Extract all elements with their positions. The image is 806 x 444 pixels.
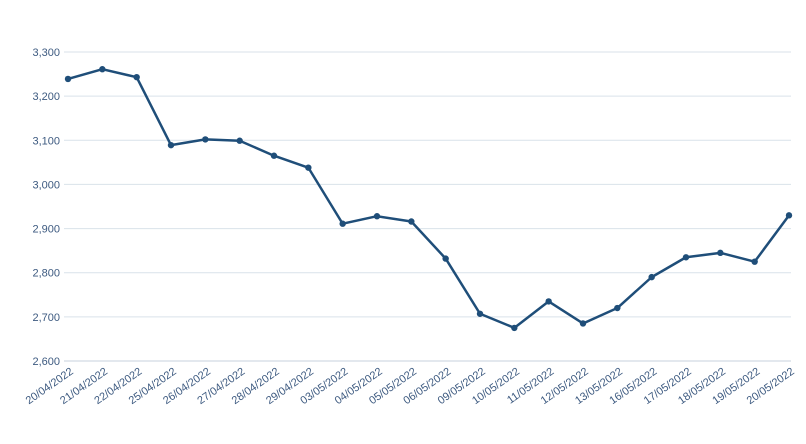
data-point xyxy=(373,213,381,220)
y-tick-label: 2,700 xyxy=(32,312,60,324)
data-point xyxy=(99,66,106,73)
data-point xyxy=(751,258,758,265)
series-group xyxy=(64,66,793,332)
data-point xyxy=(64,75,72,83)
y-tick-label: 2,800 xyxy=(32,268,60,280)
data-point xyxy=(442,255,449,262)
data-point xyxy=(305,164,312,171)
data-point xyxy=(682,254,690,261)
data-point xyxy=(167,141,175,149)
data-point xyxy=(133,73,140,81)
data-point xyxy=(408,218,415,225)
data-point xyxy=(339,220,346,227)
data-point xyxy=(202,136,209,143)
data-point xyxy=(545,298,552,305)
gridlines xyxy=(64,51,791,318)
y-tick-label: 3,000 xyxy=(32,179,60,191)
y-tick-label: 3,200 xyxy=(32,91,60,103)
data-point xyxy=(270,152,278,159)
data-point xyxy=(648,273,655,281)
x-axis-ticks: 20/04/202221/04/202222/04/202225/04/2022… xyxy=(24,366,797,407)
y-tick-label: 3,100 xyxy=(32,135,60,147)
data-point xyxy=(476,310,484,317)
y-tick-label: 2,900 xyxy=(32,224,60,236)
data-point xyxy=(511,324,518,332)
data-point xyxy=(785,212,793,219)
data-point xyxy=(579,320,587,327)
data-point xyxy=(717,249,724,257)
data-point xyxy=(236,137,243,144)
y-axis-ticks: 2,600 2,700 2,800 2,900 3,000 3,100 3,200 3,300 xyxy=(32,47,60,368)
y-tick-label: 2,600 xyxy=(32,356,60,368)
data-point xyxy=(614,304,621,312)
y-tick-label: 3,300 xyxy=(32,47,60,59)
series-line xyxy=(66,67,791,330)
